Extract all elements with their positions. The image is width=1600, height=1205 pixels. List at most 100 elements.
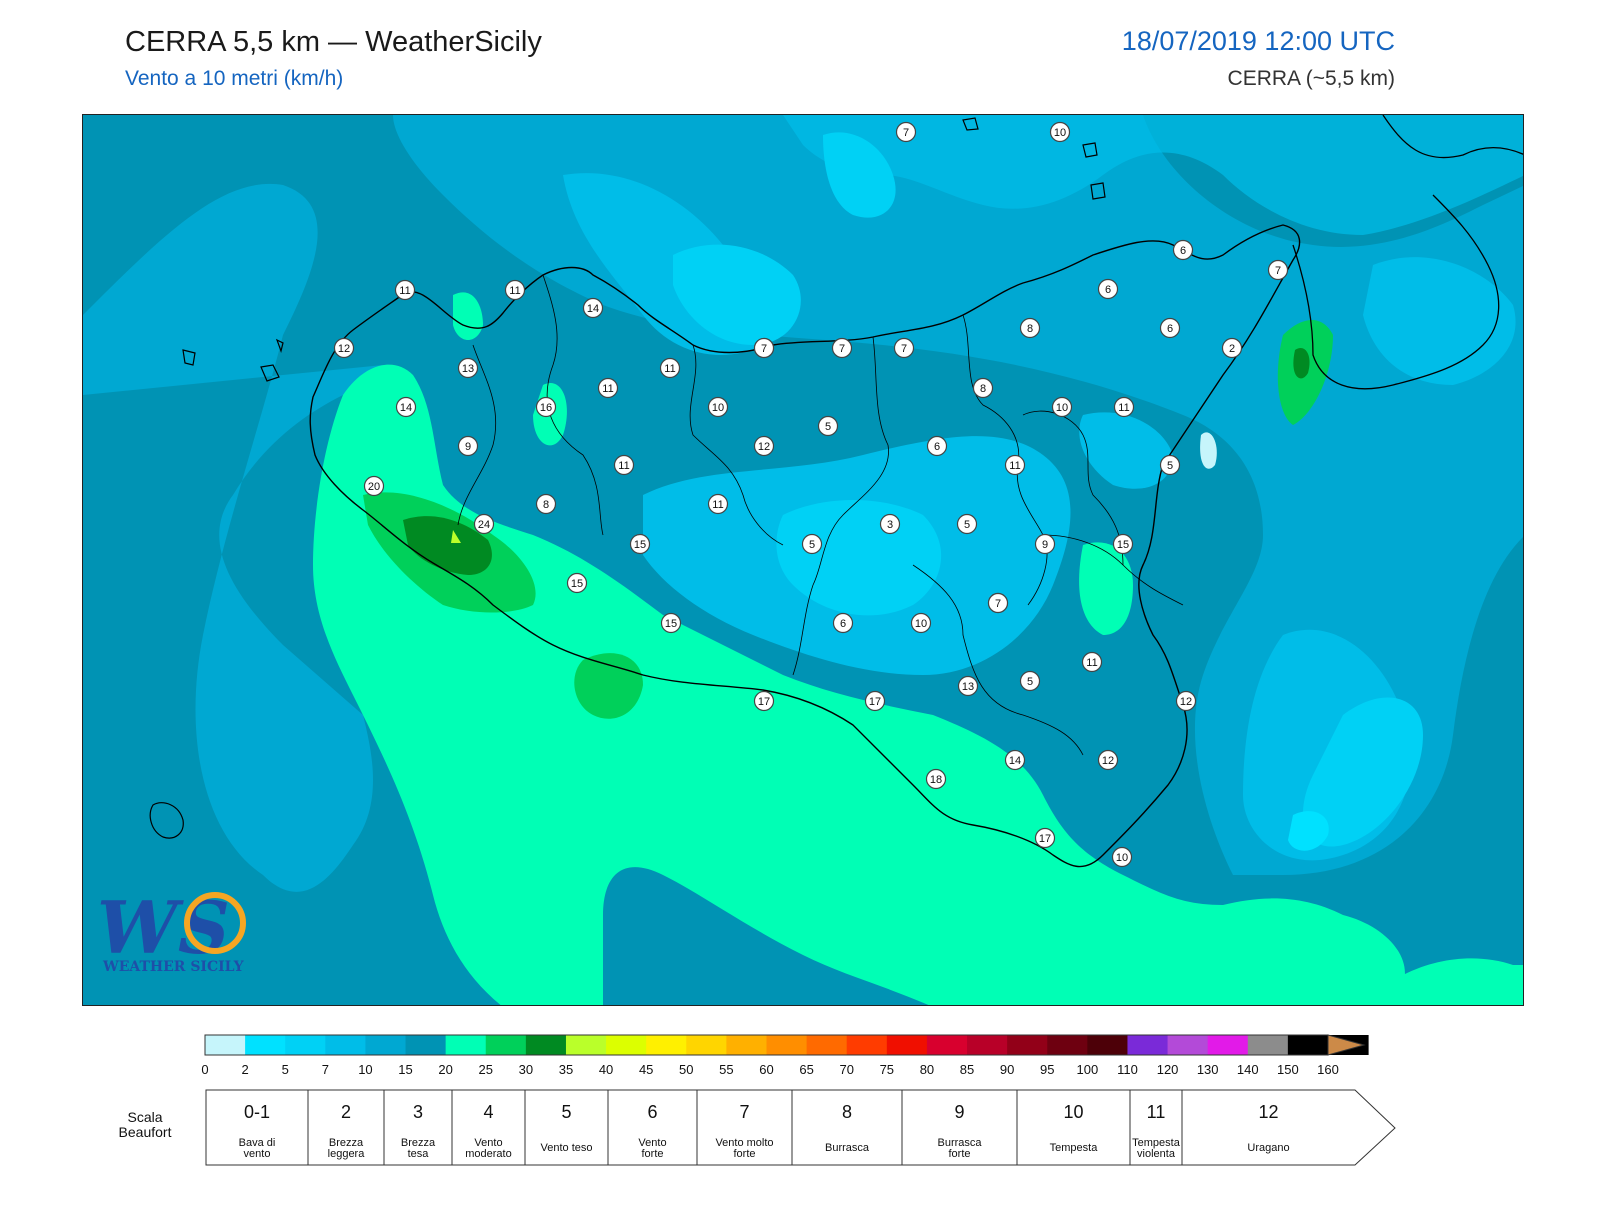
wind-speed-label: 9: [1034, 533, 1056, 555]
label-value: 6: [1105, 284, 1111, 296]
wind-speed-label: 17: [753, 690, 775, 712]
colorbar-swatch: [325, 1035, 366, 1055]
colorbar-swatch: [766, 1035, 808, 1055]
wind-speed-label: 20: [363, 475, 385, 497]
colorbar-swatch: [445, 1035, 487, 1055]
label-marker: [394, 279, 416, 301]
label-value: 5: [809, 539, 815, 551]
colorbar-swatch: [726, 1035, 767, 1055]
label-marker: [753, 337, 775, 359]
wind-speed-label: 11: [394, 279, 416, 301]
label-marker: [629, 533, 651, 555]
label-marker: [1004, 454, 1026, 476]
colorbar-swatch: [686, 1035, 727, 1055]
colorbar-tick-label: 5: [282, 1062, 289, 1077]
label-marker: [987, 592, 1009, 614]
label-marker: [597, 377, 619, 399]
wind-speed-label: 11: [1004, 454, 1026, 476]
beaufort-level-label: leggera: [328, 1148, 366, 1160]
label-marker: [832, 612, 854, 634]
beaufort-level-number: 2: [341, 1102, 351, 1122]
colorbar-frame: [204, 1034, 1329, 1056]
label-marker: [957, 675, 979, 697]
contour-area: [451, 530, 461, 543]
label-value: 6: [840, 618, 846, 630]
colorbar-tick-label: 10: [358, 1062, 372, 1077]
beaufort-level-label: violenta: [1137, 1148, 1176, 1160]
colorbar-swatch: [285, 1035, 326, 1055]
beaufort-level-label: Vento molto: [715, 1137, 773, 1149]
wind-speed-label: 17: [864, 690, 886, 712]
colorbar-tick-label: 25: [479, 1062, 493, 1077]
beaufort-title-line1: Scala: [127, 1109, 163, 1125]
label-value: 10: [1116, 852, 1128, 864]
label-value: 24: [478, 519, 490, 531]
beaufort-level-label: Bava di: [239, 1137, 276, 1149]
wind-speed-label: 12: [333, 337, 355, 359]
wind-speed-label: 8: [972, 377, 994, 399]
colorbar-tick-label: 150: [1277, 1062, 1299, 1077]
label-value: 11: [1086, 657, 1097, 669]
wind-speed-label: 18: [925, 768, 947, 790]
label-marker: [831, 337, 853, 359]
colorbar-swatch: [205, 1035, 246, 1055]
wind-speed-label: 5: [817, 415, 839, 437]
wind-speed-label: 14: [395, 396, 417, 418]
wind-speed-label: 13: [457, 357, 479, 379]
colorbar-swatch: [485, 1035, 527, 1055]
colorbar-swatch: [646, 1035, 687, 1055]
label-marker: [926, 435, 948, 457]
beaufort-level-label: forte: [948, 1148, 970, 1160]
island-outline: [182, 338, 284, 382]
wind-speed-label: 7: [831, 337, 853, 359]
label-value: 15: [1117, 539, 1129, 551]
colorbar-swatch: [245, 1035, 286, 1055]
label-value: 14: [1009, 755, 1021, 767]
label-value: 10: [1054, 127, 1066, 139]
colorbar-tick-label: 55: [719, 1062, 733, 1077]
label-marker: [582, 297, 604, 319]
beaufort-level-number: 6: [647, 1102, 657, 1122]
wind-speed-label: 11: [1081, 651, 1103, 673]
wind-speed-label: 5: [1019, 670, 1041, 692]
label-marker: [1034, 533, 1056, 555]
wind-speed-label: 15: [660, 612, 682, 634]
beaufort-level-label: Vento teso: [541, 1142, 593, 1154]
wind-speed-label: 13: [957, 675, 979, 697]
label-marker: [707, 493, 729, 515]
contour-area: [1293, 347, 1310, 379]
colorbar-tick-label: 80: [920, 1062, 934, 1077]
label-value: 15: [634, 539, 646, 551]
beaufort-title-line2: Beaufort: [118, 1124, 172, 1140]
label-value: 11: [602, 383, 613, 395]
colorbar-swatch: [1167, 1035, 1209, 1055]
label-marker: [613, 454, 635, 476]
logo-sun-icon: [184, 892, 246, 954]
label-value: 20: [368, 481, 380, 493]
colorbar-tick-label: 100: [1077, 1062, 1099, 1077]
colorbar-tick-label: 30: [519, 1062, 533, 1077]
colorbar-tick-label: 15: [398, 1062, 412, 1077]
wind-speed-label: 24: [473, 513, 495, 535]
beaufort-scale-title: Scala Beaufort: [105, 1110, 185, 1140]
label-value: 17: [1039, 833, 1051, 845]
island-outline: [962, 117, 1106, 200]
contour-area: [1288, 811, 1329, 851]
label-marker: [753, 690, 775, 712]
beaufort-level-label: moderato: [465, 1148, 511, 1160]
colorbar-swatch: [846, 1035, 888, 1055]
label-value: 15: [571, 578, 583, 590]
beaufort-level-label: Burrasca: [937, 1137, 982, 1149]
colorbar-tick-label: 60: [759, 1062, 773, 1077]
colorbar-tick-label: 40: [599, 1062, 613, 1077]
label-value: 10: [1056, 402, 1068, 414]
colorbar-tick-label: 130: [1197, 1062, 1219, 1077]
wind-speed-label: 7: [753, 337, 775, 359]
label-marker: [1267, 259, 1289, 281]
wind-speed-label: 9: [457, 435, 479, 457]
wind-speed-label: 14: [1004, 749, 1026, 771]
label-value: 8: [980, 383, 986, 395]
wind-map: 7 10 6 7 6 8 6 2 11 11 14 12 13 14 16 11 11 14 9 20 24 8 11 15 1…: [82, 114, 1524, 1006]
colorbar-swatch: [1287, 1035, 1328, 1055]
colorbar-swatch: [1007, 1035, 1048, 1055]
